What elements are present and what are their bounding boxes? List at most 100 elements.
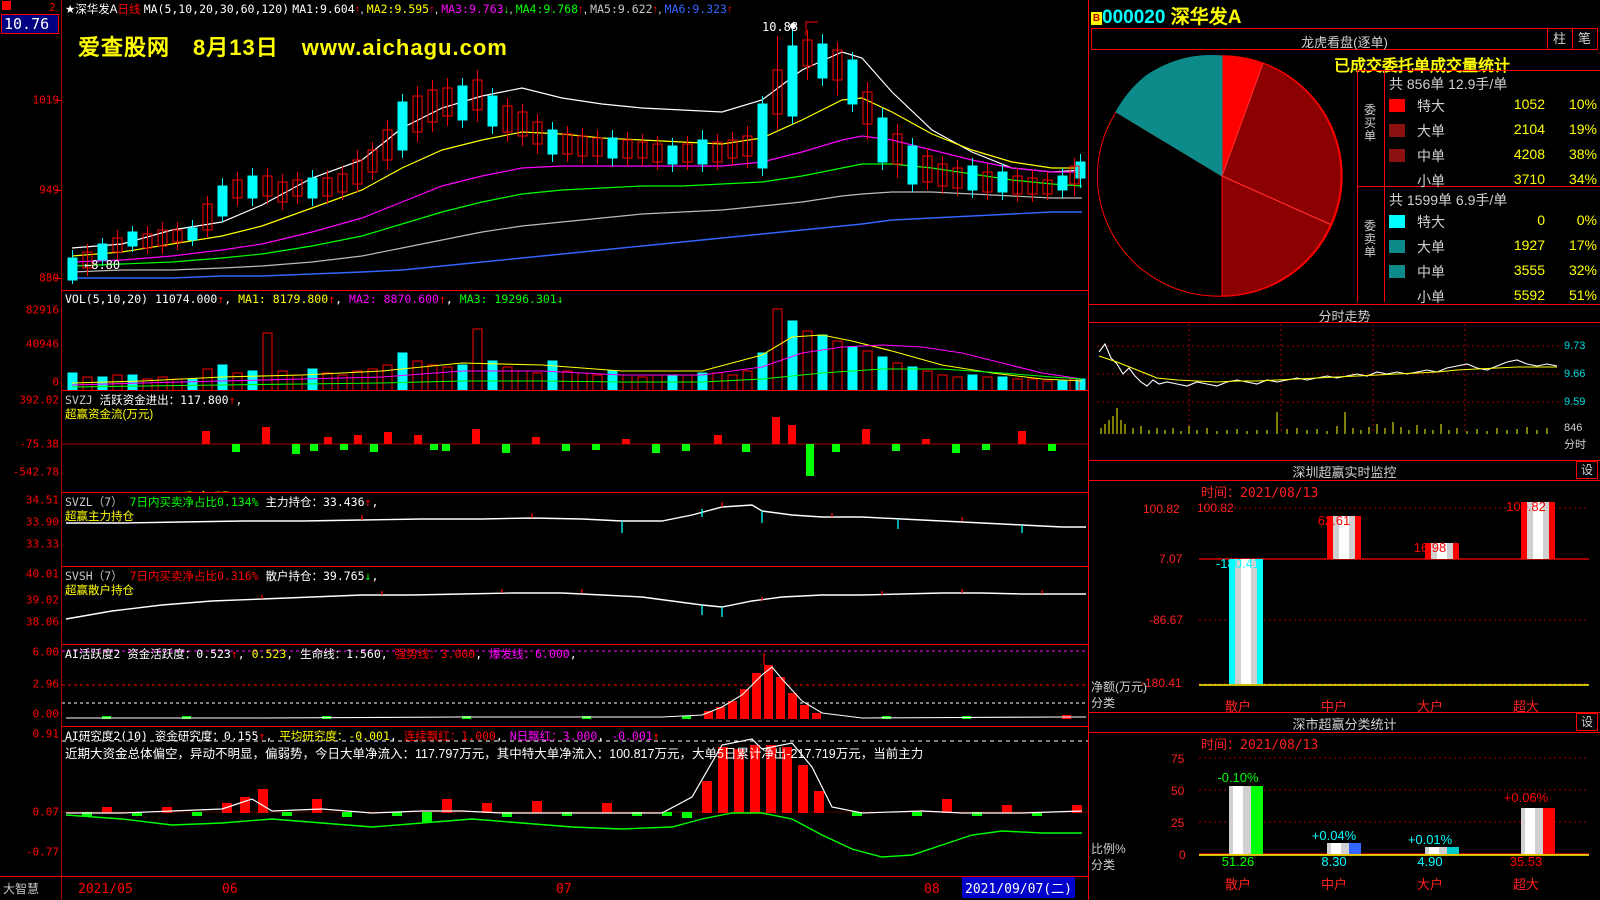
ai-research-ytick-2: -0.77 bbox=[25, 845, 59, 859]
ai-research-value3: 1.000 bbox=[461, 729, 496, 743]
volume-plot[interactable] bbox=[62, 291, 1088, 390]
realtime-ytick-2-lab: -86.67 bbox=[1149, 613, 1184, 627]
ai-research-plot[interactable] bbox=[62, 727, 1088, 876]
buy-name-0: 特大 bbox=[1417, 98, 1445, 114]
ma3-value: 9.763 bbox=[468, 2, 504, 16]
ma6-value: 9.323 bbox=[692, 2, 727, 16]
time-axis[interactable]: 大智慧 2021/05 06 07 08 2021/09/07(二) bbox=[0, 876, 1088, 900]
ma2-arrow: ↑ bbox=[429, 4, 435, 16]
svsh-code: SVSH（7） bbox=[65, 569, 123, 583]
svzl-panel[interactable]: SVZL（7） 7日内买卖净占比0.134% 主力持仓：33.436↑, 超赢主… bbox=[62, 492, 1088, 550]
time-label-3: 08 bbox=[924, 882, 940, 897]
ai-activity-code: AI活跃度2 bbox=[65, 647, 121, 661]
svzl-ytick-0: 34.51 bbox=[25, 493, 59, 507]
market-set-button[interactable]: 设 bbox=[1576, 713, 1598, 731]
sell-pct-0: 0% bbox=[1576, 212, 1597, 228]
kline-stock-name: 深华发A bbox=[75, 4, 118, 16]
svsh-ytick-2: 38.06 bbox=[25, 615, 59, 629]
current-price-tag: 10.76 bbox=[1, 14, 59, 34]
ai-research-value2: -0.001 bbox=[348, 729, 390, 743]
vol-ytick-2: 0 bbox=[52, 375, 59, 389]
svzl-ratio-label: 7日内买卖净占比 bbox=[129, 495, 217, 509]
kline-header: ★深华发A日线 MA(5,10,20,30,60,120) MA1:9.604↑… bbox=[65, 2, 733, 16]
high-price-label: 10.88 bbox=[762, 20, 799, 34]
star-icon: ★ bbox=[65, 4, 76, 16]
svzj-panel[interactable]: SVZJ 活跃资金进出：117.800↑, 超赢资金流(万元) bbox=[62, 390, 1088, 478]
realtime-bar-value-3: 100.82 bbox=[1506, 499, 1546, 514]
buy-side-label: 委买单 bbox=[1363, 103, 1376, 143]
svsh-ratio-value: 0.316% bbox=[217, 569, 259, 583]
ai-activity-header: AI活跃度2 资金活跃度：0.523↑, 0.523, 生命线：1.560, 强… bbox=[65, 647, 577, 661]
ma1-label: MA1: bbox=[292, 2, 320, 16]
vol-ytick-1: 40946 bbox=[25, 337, 59, 351]
longhu-btn-zhu[interactable]: 柱 bbox=[1547, 29, 1571, 49]
realtime-cat-3: 超大 bbox=[1512, 699, 1539, 714]
intraday-chart[interactable] bbox=[1097, 324, 1559, 464]
vol-ma2-arrow: ↑ bbox=[438, 292, 446, 306]
buy-pct-1: 19% bbox=[1568, 121, 1597, 137]
time-label-2: 07 bbox=[556, 882, 572, 897]
stats-divider bbox=[1357, 186, 1600, 187]
longhu-btn-bi[interactable]: 笔 bbox=[1572, 29, 1596, 49]
intraday-ytick-2: 9.59 bbox=[1564, 396, 1586, 408]
ma6-label: MA6: bbox=[664, 2, 693, 16]
buy-summary: 共 856单 12.9手/单 bbox=[1389, 76, 1508, 92]
ai-research-label4: N日飘红： bbox=[509, 729, 563, 743]
ai-activity-value1: 0.523 bbox=[196, 647, 231, 661]
svzj-subtitle: 超赢资金流(万元) bbox=[65, 409, 154, 421]
ai-research-value5: -0.001 bbox=[611, 729, 653, 743]
ai-activity-label3: 生命线： bbox=[300, 647, 347, 661]
ai-activity-panel[interactable]: AI活跃度2 资金活跃度：0.523↑, 0.523, 生命线：1.560, 强… bbox=[62, 644, 1088, 720]
sell-swatch-1 bbox=[1389, 240, 1405, 253]
realtime-cat-0: 散户 bbox=[1224, 699, 1251, 714]
buy-swatch-0 bbox=[1389, 99, 1405, 112]
realtime-time: 时间：2021/08/13 bbox=[1201, 482, 1318, 501]
market-stats-title: 深市超赢分类统计 bbox=[1292, 717, 1397, 732]
sell-value-0: 0 bbox=[1537, 212, 1545, 228]
realtime-ytick-1-lab: 7.07 bbox=[1159, 552, 1183, 566]
ai-activity-plot[interactable] bbox=[62, 645, 1088, 720]
ai-activity-label4: 强势线： bbox=[394, 647, 441, 661]
volume-arrow: ↑ bbox=[217, 292, 225, 306]
realtime-monitor-chart[interactable] bbox=[1199, 502, 1589, 692]
svsh-ratio-label: 7日内买卖净占比 bbox=[129, 569, 217, 583]
volume-title: VOL(5,10,20) 11074.000 bbox=[65, 292, 218, 306]
svzl-plot[interactable] bbox=[62, 493, 1088, 550]
vol-ma3-value: 19296.301 bbox=[494, 292, 557, 306]
market-cat-2: 大户 bbox=[1416, 877, 1443, 892]
market-pct-0: -0.10% bbox=[1217, 770, 1259, 785]
market-stats-chart[interactable] bbox=[1199, 752, 1589, 880]
market-ytick-3: 0 bbox=[1179, 848, 1186, 862]
realtime-ytick-3-lab: -180.41 bbox=[1141, 676, 1182, 690]
svsh-pos-value: 39.765 bbox=[322, 569, 365, 583]
ai-research-panel[interactable]: AI研究度2(10) 资金研究度：0.155↑, 平均研究度：-0.001, 连… bbox=[62, 726, 1088, 876]
buy-name-2: 中单 bbox=[1417, 148, 1445, 164]
volume-panel[interactable]: VOL(5,10,20) 11074.000↑, MA1: 8179.800↑,… bbox=[62, 290, 1088, 390]
svzj-plot[interactable] bbox=[62, 391, 1088, 478]
ai-activity-value3: 1.560 bbox=[346, 647, 381, 661]
kline-panel[interactable]: ★深华发A日线 MA(5,10,20,30,60,120) MA1:9.604↑… bbox=[62, 0, 1088, 290]
svzj-header: SVZJ 活跃资金进出：117.800↑, bbox=[65, 393, 243, 407]
buy-pct-0: 10% bbox=[1568, 96, 1597, 112]
volume-header: VOL(5,10,20) 11074.000↑, MA1: 8179.800↑,… bbox=[65, 292, 564, 306]
order-pie-chart[interactable] bbox=[1091, 52, 1353, 300]
vol-ma3-label: MA3: bbox=[459, 292, 488, 306]
sell-side-label: 委卖单 bbox=[1363, 219, 1376, 259]
realtime-set-button[interactable]: 设 bbox=[1576, 461, 1598, 479]
svzj-arrow: ↑ bbox=[228, 393, 236, 407]
market-value-1: 8.30 bbox=[1321, 854, 1347, 869]
realtime-bar-value-2: 16.98 bbox=[1413, 540, 1447, 555]
svsh-header: SVSH（7） 7日内买卖净占比0.316% 散户持仓：39.765↓, bbox=[65, 569, 379, 583]
sell-pct-1: 17% bbox=[1568, 237, 1597, 253]
watermark-top: 爱查股网 8月13日 www.aichagu.com bbox=[78, 35, 508, 60]
ai-research-label2: 平均研究度： bbox=[279, 729, 349, 743]
sell-name-2: 中单 bbox=[1417, 264, 1445, 280]
svsh-plot[interactable] bbox=[62, 567, 1088, 628]
kline-plot[interactable] bbox=[62, 0, 1088, 290]
sell-value-2: 3555 bbox=[1513, 262, 1545, 278]
market-cat-1: 中户 bbox=[1320, 877, 1347, 892]
svsh-panel[interactable]: SVSH（7） 7日内买卖净占比0.316% 散户持仓：39.765↓, 超赢散… bbox=[62, 566, 1088, 628]
buy-value-0: 1052 bbox=[1513, 96, 1545, 112]
kline-period[interactable]: 日线 bbox=[117, 4, 141, 16]
app-name-label: 大智慧 bbox=[3, 882, 40, 896]
